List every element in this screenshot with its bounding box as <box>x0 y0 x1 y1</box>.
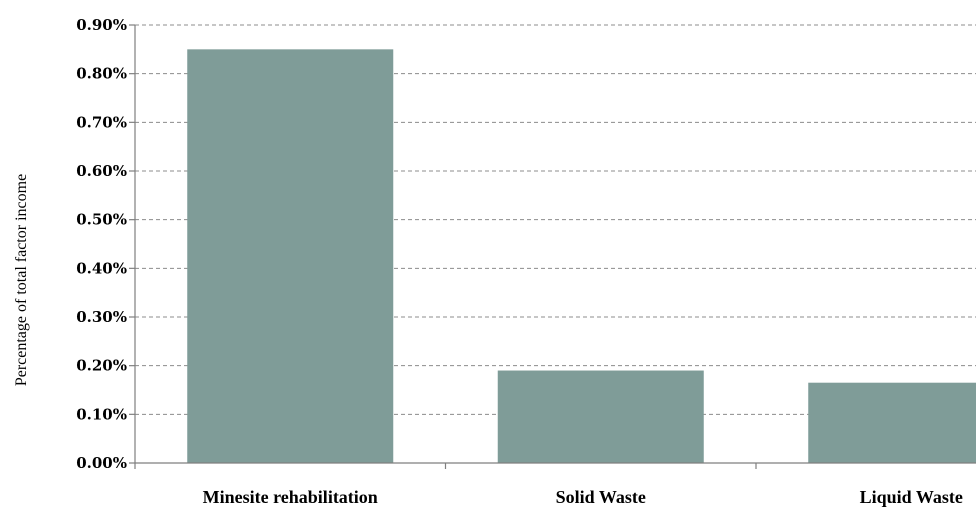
x-tick-labels: Minesite rehabilitation Solid Waste Liquid… <box>203 487 963 507</box>
bars <box>187 49 976 463</box>
y-tick-label: 0.60% <box>76 162 127 180</box>
y-tick-label: 0.70% <box>76 113 127 131</box>
y-tick-label: 0.50% <box>76 211 127 229</box>
bar-1 <box>187 49 394 463</box>
bar-2 <box>497 370 704 463</box>
y-tick-label: 0.80% <box>76 65 127 83</box>
y-tick-label: 0.00% <box>76 454 127 472</box>
x-tick-label: Minesite rehabilitation <box>203 487 378 507</box>
x-tick-label: Solid Waste <box>556 487 646 507</box>
y-tick-label: 0.90% <box>76 16 127 34</box>
bar-3 <box>808 382 976 463</box>
axes <box>129 24 976 469</box>
y-tick-labels: 0.00% 0.10% 0.20% 0.30% 0.40% 0.50% 0.60% 0.70%… <box>76 16 127 472</box>
x-tick-label: Liquid Waste <box>860 487 963 507</box>
y-tick-label: 0.30% <box>76 308 127 326</box>
y-axis-title: Percentage of total factor income <box>13 174 30 386</box>
y-tick-label: 0.20% <box>76 357 127 375</box>
y-tick-label: 0.10% <box>76 405 127 423</box>
y-tick-label: 0.40% <box>76 259 127 277</box>
